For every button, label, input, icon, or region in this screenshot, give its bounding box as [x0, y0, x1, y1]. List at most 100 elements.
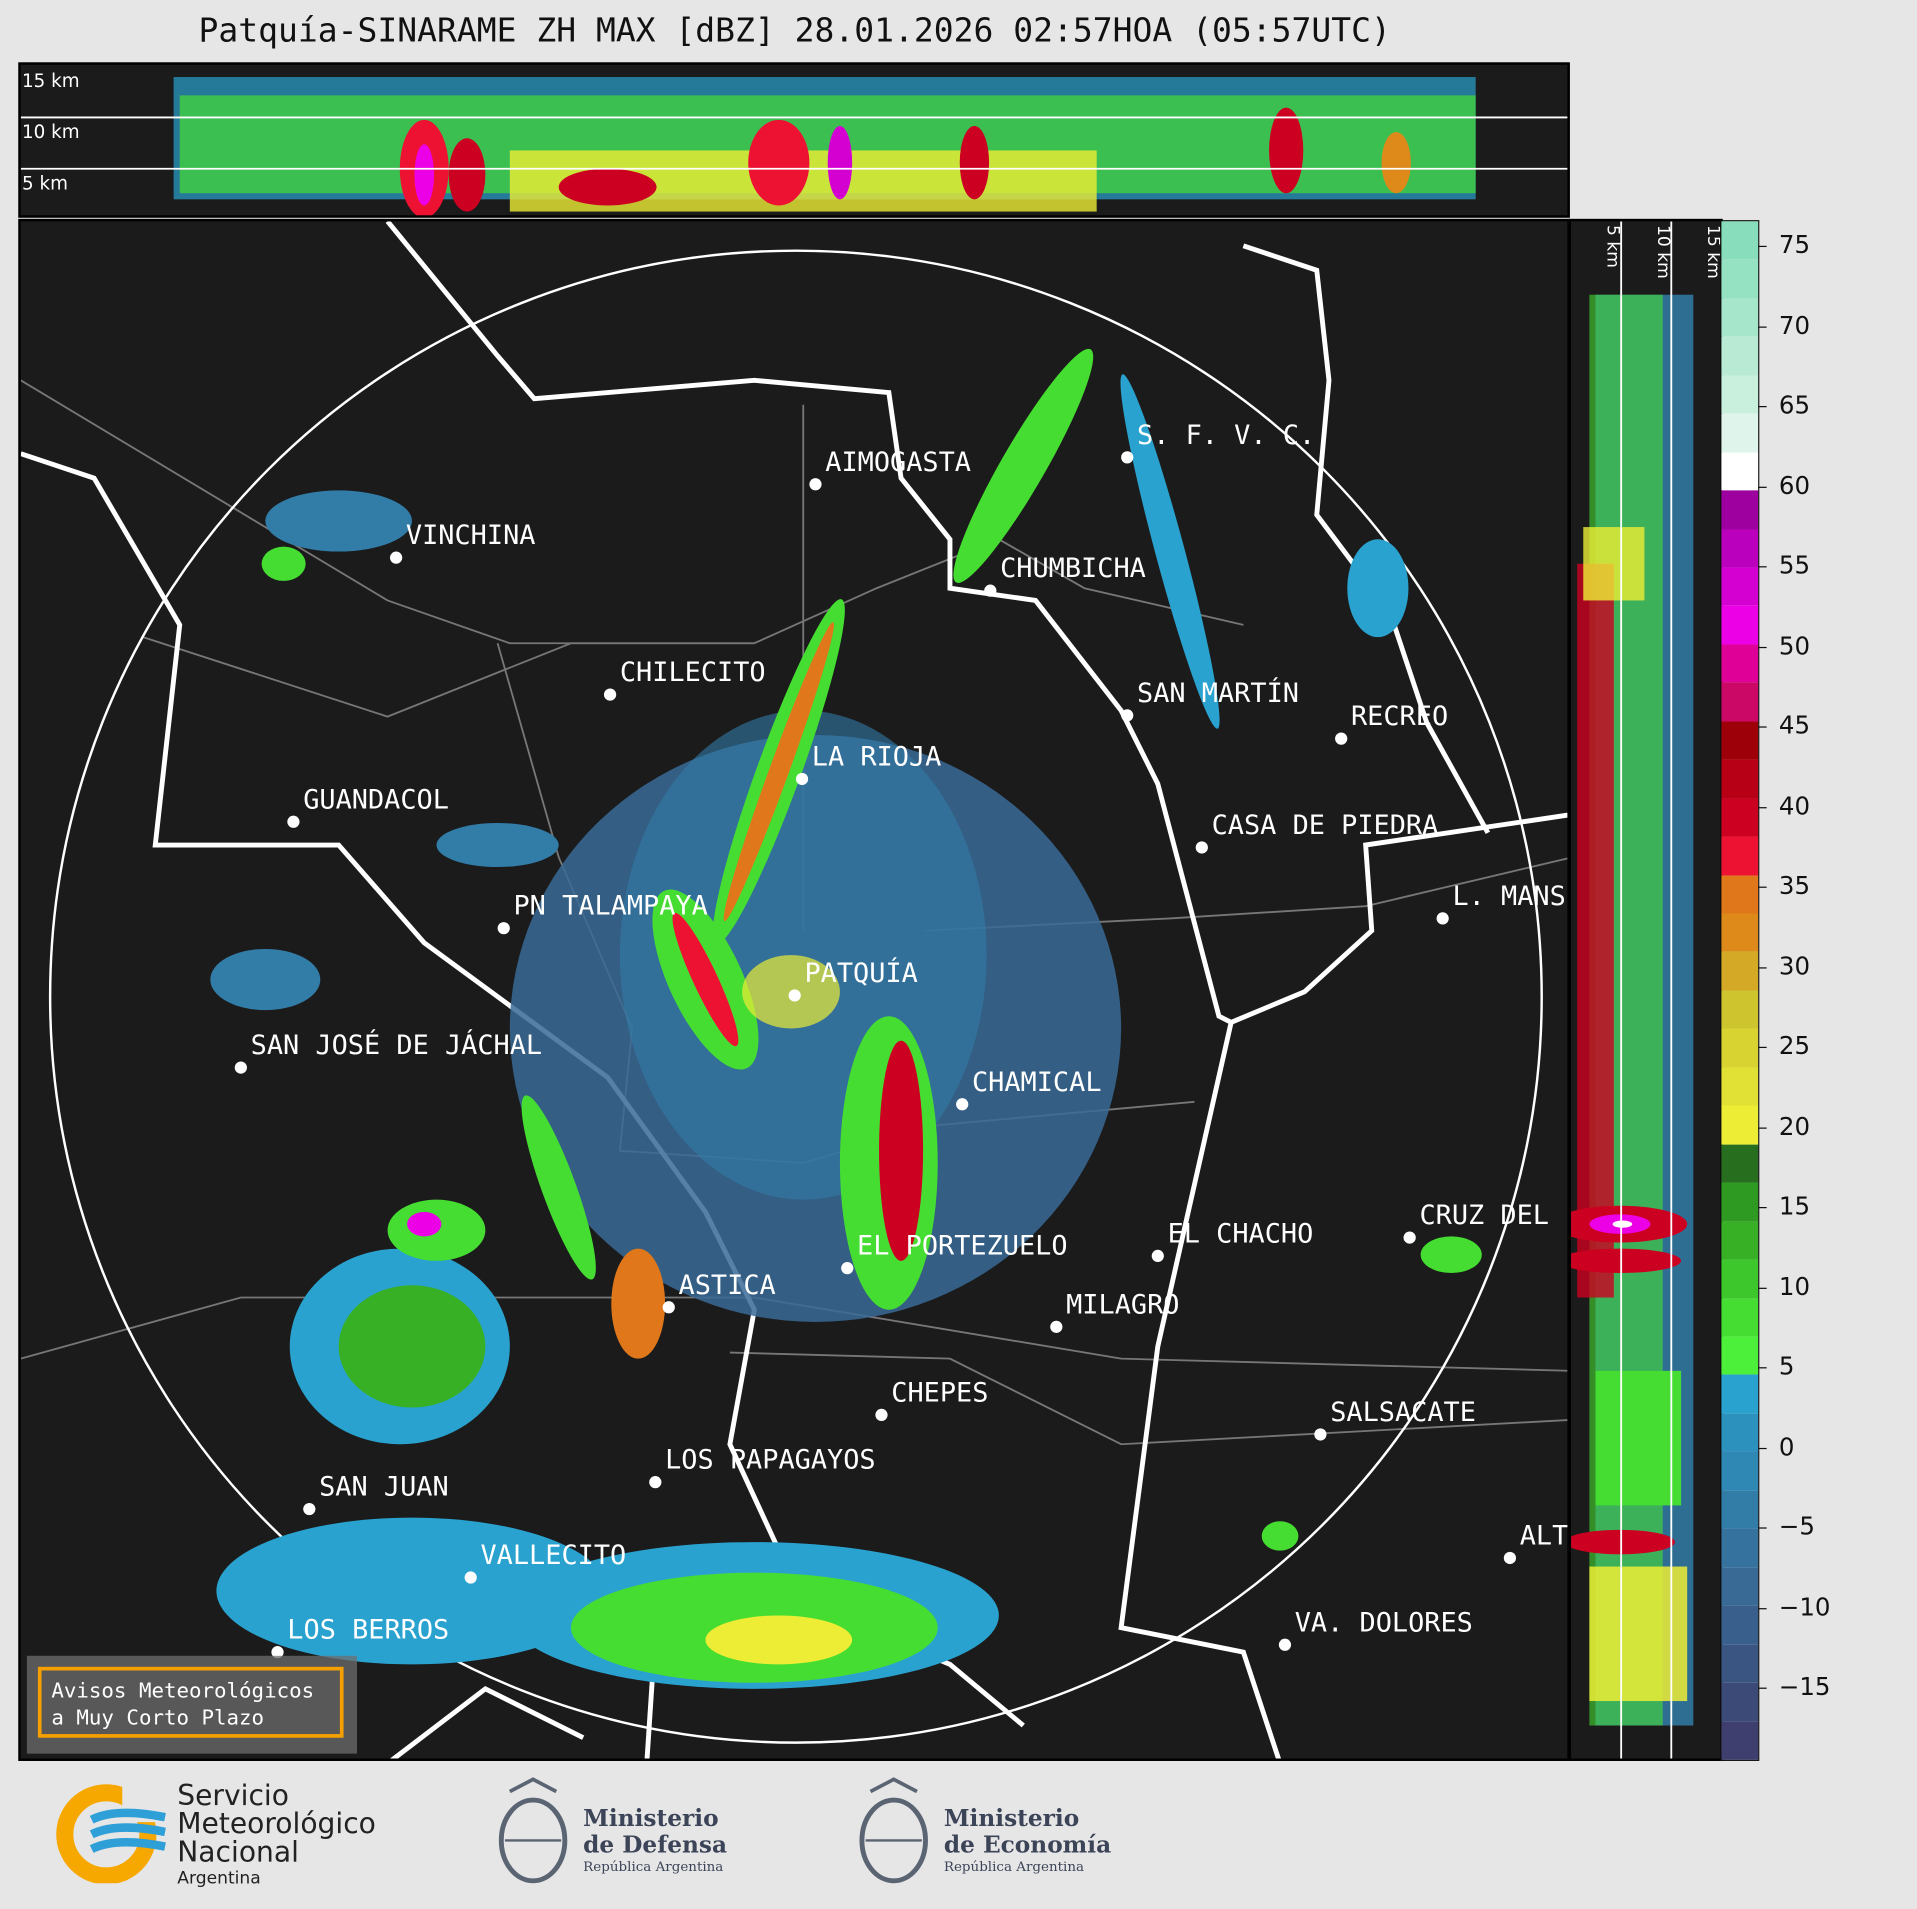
city-marker: [956, 1098, 969, 1111]
city-label: S. F. V. C.: [1137, 420, 1316, 452]
colorbar-segment: [1721, 1028, 1759, 1068]
city-label: ASTICA: [678, 1270, 776, 1302]
top-projection-echoes: [20, 77, 1568, 216]
city-marker: [603, 688, 617, 701]
colorbar-tick-label: 10: [1778, 1271, 1811, 1301]
colorbar-tick-mark: [1758, 646, 1767, 648]
city-marker: [271, 1646, 284, 1659]
colorbar-segment: [1721, 1144, 1759, 1183]
city-label: SAN JOSÉ DE JÁCHAL: [250, 1030, 543, 1062]
radar-map-panel[interactable]: AIMOGASTA S. F. V. C. VINCHINA CHUMBICHA CHI…: [18, 218, 1570, 1761]
city-marker: [795, 772, 809, 786]
colorbar-tick-label: 60: [1778, 470, 1811, 500]
colorbar-tick-label: 30: [1778, 950, 1811, 981]
city-marker: [649, 1476, 662, 1489]
smn-line-1: Servicio: [177, 1780, 289, 1813]
colorbar-segment: [1721, 759, 1759, 799]
colorbar-tick-mark: [1758, 966, 1767, 968]
colorbar-tick-mark: [1758, 1527, 1767, 1529]
city-label: ALT: [1519, 1521, 1569, 1552]
colorbar-segment: [1721, 1528, 1759, 1568]
colorbar-tick-mark: [1758, 486, 1767, 488]
city-marker: [464, 1571, 477, 1584]
city-label: PN TALAMPAYA: [513, 891, 708, 923]
colorbar-segment: [1721, 1105, 1759, 1145]
height-label-5km: 5 km: [1602, 225, 1623, 268]
city-label: SAN MARTÍN: [1137, 678, 1299, 710]
city-marker: [1314, 1428, 1327, 1441]
colorbar-tick-mark: [1758, 1046, 1767, 1049]
national-coat-of-arms-icon: [859, 1777, 928, 1884]
colorbar-segment: [1721, 1259, 1759, 1299]
colorbar-segment: [1721, 567, 1759, 606]
colorbar-tick-mark: [1758, 1126, 1767, 1129]
city-label: CASA DE PIEDRA: [1211, 810, 1439, 842]
colorbar-tick-label: 65: [1778, 390, 1811, 420]
colorbar-tick-label: 15: [1778, 1191, 1811, 1221]
colorbar-tick-mark: [1758, 806, 1767, 808]
defensa-line-2: de Defensa: [583, 1831, 728, 1859]
colorbar-tick-label: 70: [1778, 310, 1811, 340]
colorbar-tick-mark: [1758, 325, 1767, 328]
colorbar-tick-label: −15: [1778, 1671, 1831, 1702]
colorbar-tick-label: 25: [1778, 1030, 1811, 1061]
colorbar-tick-mark: [1758, 886, 1767, 888]
city-label: EL PORTEZUELO: [857, 1231, 1068, 1263]
city-marker: [234, 1061, 247, 1074]
city-marker: [303, 1502, 316, 1516]
city-marker: [788, 989, 801, 1002]
city-marker: [1195, 841, 1208, 854]
city-label: GUANDACOL: [303, 785, 449, 816]
colorbar-tick-mark: [1758, 1287, 1767, 1289]
colorbar-tick-mark: [1758, 1367, 1767, 1369]
colorbar-segment: [1721, 952, 1759, 991]
colorbar-tick-mark: [1758, 726, 1767, 728]
warning-banner[interactable]: Avisos Meteorológicos a Muy Corto Plazo: [26, 1655, 357, 1754]
province-borders: [20, 379, 1568, 1446]
radar-map: [20, 221, 1568, 1759]
colorbar-segment: [1721, 605, 1759, 645]
colorbar-tick-mark: [1758, 1447, 1767, 1449]
city-label: CHAMICAL: [971, 1067, 1102, 1099]
colorbar-tick-label: 75: [1778, 229, 1811, 260]
city-marker: [1050, 1320, 1063, 1333]
colorbar-segment: [1721, 490, 1759, 529]
city-marker: [1121, 709, 1134, 722]
city-label: AIMOGASTA: [825, 447, 972, 479]
colorbar-tick-mark: [1758, 1687, 1767, 1689]
ministerio-defensa-logo: Ministerio de Defensa República Argentin…: [495, 1773, 764, 1895]
city-marker: [287, 815, 300, 828]
city-label: RECREO: [1350, 701, 1449, 733]
colorbar-tick-label: 50: [1778, 630, 1811, 660]
city-label: CHILECITO: [619, 657, 766, 689]
colorbar-tick-mark: [1758, 406, 1767, 408]
colorbar-segment: [1721, 721, 1759, 760]
economia-line-2: de Economía: [943, 1831, 1112, 1859]
ministerio-economia-logo: Ministerio de Economía República Argenti…: [856, 1773, 1149, 1895]
radar-range-ring: [48, 249, 1543, 1744]
city-label: LOS PAPAGAYOS: [665, 1445, 876, 1477]
colorbar-tick-label: 55: [1778, 550, 1811, 580]
city-marker: [984, 584, 997, 597]
city-label: PATQUÍA: [804, 958, 918, 990]
city-marker: [1278, 1638, 1292, 1651]
city-label: VALLECITO: [480, 1540, 627, 1572]
colorbar-tick-label: −5: [1778, 1511, 1815, 1541]
city-marker: [497, 922, 510, 935]
colorbar-tick-label: −10: [1778, 1591, 1831, 1621]
defensa-line-1: Ministerio: [583, 1805, 719, 1832]
national-coat-of-arms-icon: [498, 1777, 568, 1884]
top-max-projection-panel: 15 km 10 km 5 km: [18, 62, 1570, 218]
defensa-line-3: República Argentina: [583, 1858, 724, 1875]
economia-line-1: Ministerio: [943, 1805, 1080, 1832]
city-label: SAN JUAN: [319, 1472, 449, 1503]
city-marker: [390, 551, 403, 564]
city-marker: [1121, 451, 1134, 464]
city-marker: [841, 1262, 854, 1275]
colorbar-segment: [1721, 1452, 1759, 1491]
colorbar-segment: [1721, 798, 1759, 837]
city-marker: [1403, 1231, 1416, 1244]
city-marker: [1436, 912, 1449, 925]
colorbar-segment: [1721, 913, 1759, 953]
